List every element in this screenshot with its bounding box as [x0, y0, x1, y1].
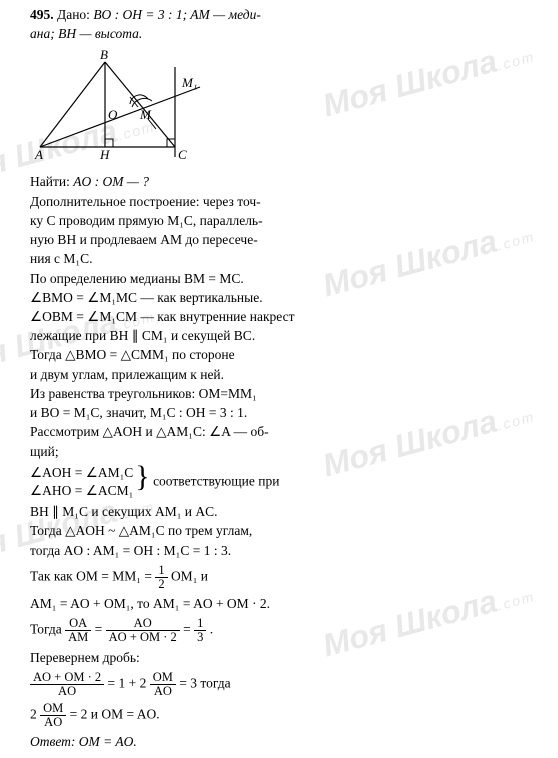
sol-l21: Перевернем дробь: [30, 649, 548, 667]
figure-container: A B C H O M M₁ [30, 47, 548, 167]
fraction-f5: OM AO [150, 671, 176, 698]
page-content: 495. Дано: BO : OH = 3 : 1; AM — меди- а… [0, 0, 558, 758]
sol-l9: Тогда △BMO = △CMM₁ по стороне [30, 346, 548, 364]
right-brace-icon: } [135, 462, 149, 498]
svg-text:H: H [99, 147, 110, 162]
find-line: Найти: AO : OM — ? [30, 173, 548, 191]
svg-text:O: O [108, 107, 118, 122]
sol-l19: AM₁ = AO + OM₁, то AM₁ = AO + OM · 2. [30, 595, 548, 613]
fraction-f4: AO + OM · 2 AO [30, 671, 104, 698]
fraction-f2: AO AO + OM · 2 [106, 617, 180, 644]
sol-l3: ную BH и продлеваем AM до пересече- [30, 231, 548, 249]
sol-l14: щий; [30, 443, 548, 461]
sol-l20: Тогда OA AM = AO AO + OM · 2 = 1 3 . [30, 617, 548, 644]
brace-line-2: ∠AHO = ∠ACM₁ [30, 482, 133, 500]
brace-after: соответствующие при [153, 473, 279, 488]
given-text-1: BO : OH = 3 : 1; AM — меди- [93, 7, 261, 22]
sol-l17: тогда AO : AM₁ = OH : M₁C = 1 : 3. [30, 542, 548, 560]
brace-block: ∠AOH = ∠AM₁C ∠AHO = ∠ACM₁ } соответствую… [30, 464, 548, 500]
sol-l15: BH ∥ M₁C и секущих AM₁ и AC. [30, 503, 548, 521]
fraction-f1: OA AM [65, 617, 91, 644]
fraction-f3: 1 3 [194, 617, 206, 644]
sol-l22: AO + OM · 2 AO = 1 + 2 OM AO = 3 тогда [30, 671, 548, 698]
svg-text:A: A [34, 147, 43, 162]
sol-l4: ния с M₁C. [30, 250, 548, 268]
answer-text: OM = AO. [79, 734, 137, 749]
sol-l23: 2 OM AO = 2 и OM = AO. [30, 702, 548, 729]
svg-text:C: C [178, 147, 187, 162]
sol-l16: Тогда △AOH ~ △AM₁C по трем углам, [30, 522, 548, 540]
geometry-figure: A B C H O M M₁ [30, 47, 220, 167]
sol-l8: лежащие при BH ∥ CM₁ и секущей BC. [30, 327, 548, 345]
find-label: Найти: [30, 174, 70, 189]
svg-text:B: B [100, 47, 108, 62]
given-line-2: ана; BH — высота. [30, 25, 548, 43]
fraction-f6: OM AO [40, 702, 66, 729]
sol-l1: Дополнительное построение: через точ- [30, 193, 548, 211]
fraction-half: 1 2 [155, 564, 167, 591]
find-text: AO : OM — ? [73, 174, 149, 189]
sol-l12: и BO = M₁C, значит, M₁C : OH = 3 : 1. [30, 404, 548, 422]
sol-l18: Так как OM = MM₁ = 1 2 OM₁ и [30, 564, 548, 591]
sol-l11: Из равенства треугольников: OM=MM₁ [30, 385, 548, 403]
sol-l13: Рассмотрим △AOH и △AM₁C: ∠A — об- [30, 423, 548, 441]
sol-l5: По определению медианы BM = MC. [30, 270, 548, 288]
problem-number: 495. [30, 7, 54, 22]
sol-l2: ку C проводим прямую M₁C, параллель- [30, 212, 548, 230]
given-line-1: 495. Дано: BO : OH = 3 : 1; AM — меди- [30, 6, 548, 24]
brace-line-1: ∠AOH = ∠AM₁C [30, 464, 133, 482]
answer-label: Ответ: [30, 734, 75, 749]
svg-text:M: M [139, 107, 152, 122]
sol-l7: ∠OBM = ∠M₁CM — как внутренние накрест [30, 308, 548, 326]
answer-line: Ответ: OM = AO. [30, 733, 548, 751]
given-label: Дано: [57, 7, 90, 22]
svg-text:M₁: M₁ [181, 75, 197, 90]
sol-l10: и двум углам, прилежащим к ней. [30, 366, 548, 384]
sol-l6: ∠BMO = ∠M₁MC — как вертикальные. [30, 289, 548, 307]
given-text-2: ана; BH — высота. [30, 26, 142, 41]
